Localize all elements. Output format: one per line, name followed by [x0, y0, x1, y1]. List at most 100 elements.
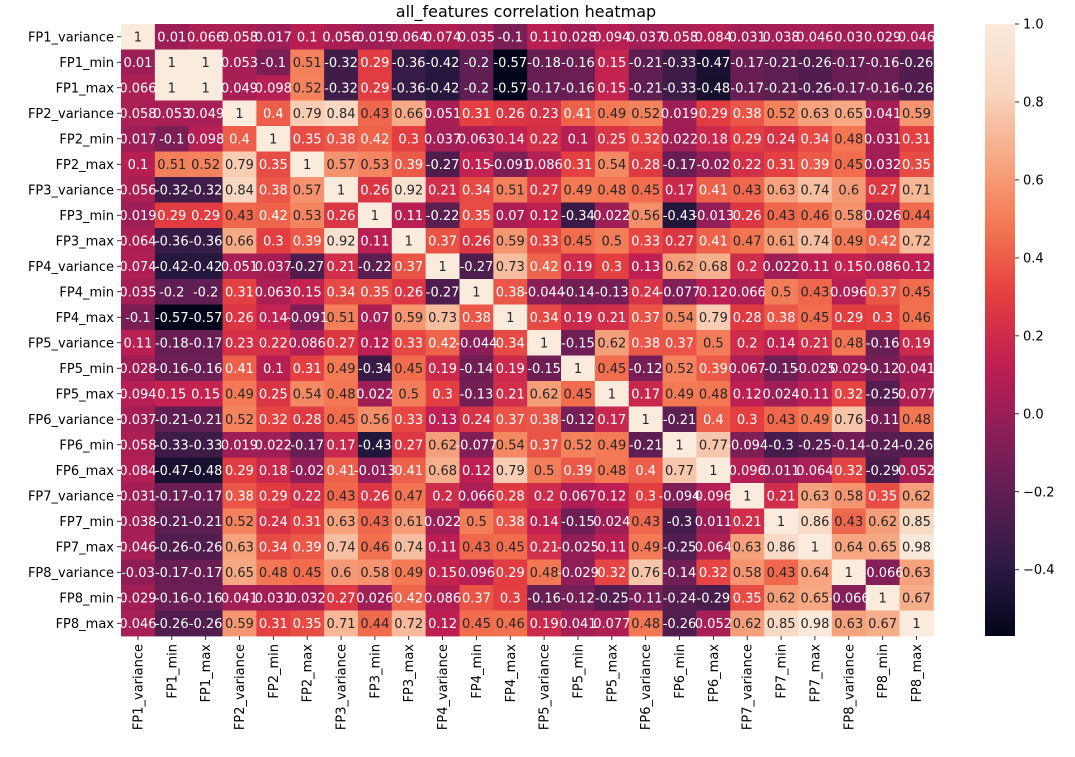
cell-value-label: 0.84 [327, 107, 356, 122]
cell-value-label: 0.52 [665, 362, 694, 377]
cell-value-label: -0.27 [426, 285, 460, 300]
cell-value-label: 1 [912, 617, 920, 632]
y-tick-label: FP7_min [59, 515, 114, 530]
heatmap-cell [865, 355, 900, 382]
cell-value-label: 0.56 [360, 413, 389, 428]
cell-value-label: -0.11 [629, 591, 663, 606]
x-tick-label: FP1_max [199, 644, 214, 703]
cell-value-label: -0.26 [798, 81, 832, 96]
heatmap-cell [628, 177, 663, 203]
cell-value-label: 0.032 [289, 591, 326, 606]
cell-value-label: 0.38 [225, 489, 254, 504]
cell-value-label: 0.63 [800, 107, 829, 122]
heatmap-cell [222, 610, 257, 637]
heatmap-cell [594, 151, 630, 178]
cell-value-label: 0.5 [534, 464, 555, 479]
cell-value-label: 0.57 [327, 158, 356, 173]
heatmap-cell [391, 49, 427, 76]
cell-value-label: -0.025 [557, 540, 599, 555]
cell-value-label: 0.58 [360, 566, 389, 581]
cell-value-label: 0.32 [834, 387, 863, 402]
heatmap-cell [899, 202, 934, 229]
heatmap-cell [527, 559, 562, 586]
heatmap-cell [696, 49, 731, 76]
heatmap-cell [324, 585, 359, 611]
heatmap-cell [188, 585, 223, 611]
heatmap-cell [561, 406, 596, 433]
cell-value-label: 0.11 [800, 260, 829, 275]
cell-value-label: 0.064 [796, 464, 833, 479]
y-tick-label: FP3_variance [28, 183, 114, 198]
heatmap-cell [798, 177, 833, 203]
cell-value-label: 0.058 [119, 438, 156, 453]
cell-value-label: 0.19 [496, 362, 525, 377]
cell-value-label: 0.65 [800, 591, 829, 606]
heatmap-cell [459, 177, 494, 203]
heatmap-cell [865, 432, 900, 458]
cell-value-label: -0.1 [498, 30, 523, 45]
cell-value-label: 0.024 [593, 515, 630, 530]
heatmap-cell [256, 610, 291, 637]
cell-value-label: 0.39 [293, 234, 322, 249]
cell-value-label: 0.03 [834, 30, 863, 45]
cell-value-label: 0.18 [259, 464, 288, 479]
cell-value-label: 0.029 [830, 362, 867, 377]
heatmap-cell [459, 457, 494, 484]
cell-value-label: 0.37 [428, 234, 457, 249]
colorbar-tick-label: −0.2 [1023, 485, 1055, 500]
cell-value-label: 0.38 [733, 107, 762, 122]
cell-value-label: -0.29 [866, 464, 900, 479]
cell-value-label: 0.42 [394, 591, 423, 606]
cell-value-label: 0.053 [221, 56, 258, 71]
heatmap-cell [594, 457, 630, 484]
cell-value-label: 0.43 [733, 183, 762, 198]
heatmap-cell [696, 585, 731, 611]
x-tick-label: FP7_variance [741, 644, 756, 730]
heatmap-cell [696, 304, 731, 331]
heatmap-cell [561, 304, 596, 331]
heatmap-cell [730, 381, 765, 407]
heatmap-cell [154, 228, 190, 254]
cell-value-label: 0.3 [737, 413, 758, 428]
heatmap-cell [425, 406, 460, 433]
cell-value-label: 0.077 [593, 617, 630, 632]
heatmap-cell [459, 508, 494, 535]
heatmap-cell [493, 75, 528, 101]
heatmap-cell [831, 610, 867, 637]
y-tick-label: FP4_variance [28, 260, 114, 275]
heatmap-cell [188, 100, 223, 127]
heatmap-cell [256, 330, 291, 356]
cell-value-label: 0.3 [601, 260, 622, 275]
heatmap-cell [831, 151, 867, 178]
cell-value-label: 0.5 [771, 285, 792, 300]
heatmap-cell [290, 49, 325, 76]
cell-value-label: 0.22 [293, 489, 322, 504]
heatmap-cell [256, 279, 291, 305]
heatmap-cell [357, 151, 393, 178]
cell-value-label: 0.32 [699, 566, 728, 581]
heatmap-cell [628, 610, 663, 637]
y-tick-label: FP6_min [59, 438, 114, 453]
cell-value-label: 0.15 [191, 387, 220, 402]
heatmap-cell [121, 381, 156, 407]
heatmap-cell [188, 559, 223, 586]
heatmap-cell [154, 559, 190, 586]
cell-value-label: 0.25 [597, 132, 626, 147]
heatmap-cell [425, 483, 460, 509]
heatmap-cell [493, 330, 528, 356]
heatmap-cell [459, 610, 494, 637]
heatmap-cell [764, 304, 799, 331]
cell-value-label: -0.17 [189, 489, 223, 504]
cell-value-label: -0.36 [155, 234, 189, 249]
heatmap-cell [222, 177, 257, 203]
heatmap-cell [459, 330, 494, 356]
heatmap-cell [730, 508, 765, 535]
cell-value-label: 0.24 [767, 132, 796, 147]
cell-value-label: 0.37 [868, 285, 897, 300]
heatmap-cell [188, 228, 223, 254]
heatmap-cell [798, 330, 833, 356]
heatmap-cell [865, 610, 900, 637]
heatmap-cell [561, 381, 596, 407]
cell-value-label: 0.29 [225, 464, 254, 479]
heatmap-cell [730, 585, 765, 611]
